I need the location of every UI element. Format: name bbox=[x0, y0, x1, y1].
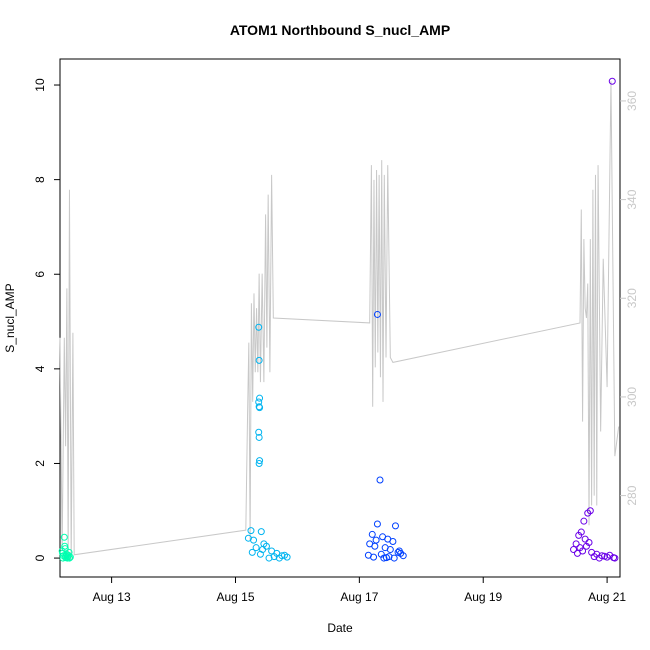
data-point bbox=[373, 520, 381, 528]
data-point bbox=[255, 433, 263, 441]
data-point bbox=[570, 546, 578, 554]
data-point bbox=[608, 77, 616, 85]
data-point bbox=[281, 551, 289, 559]
data-point bbox=[580, 517, 588, 525]
data-point bbox=[390, 554, 398, 562]
data-point bbox=[256, 404, 264, 412]
data-point bbox=[601, 552, 609, 560]
points-group bbox=[58, 77, 619, 562]
data-point bbox=[255, 428, 263, 436]
data-point bbox=[386, 546, 394, 554]
data-point bbox=[247, 527, 255, 535]
data-point bbox=[60, 533, 68, 541]
data-point bbox=[259, 546, 267, 554]
y-tick-label: 10 bbox=[33, 78, 47, 92]
y2-axis: 280 300 320 340 360 bbox=[620, 91, 639, 506]
data-point bbox=[255, 356, 263, 364]
y-tick-label: 0 bbox=[33, 554, 47, 561]
y2-tick-label: 280 bbox=[625, 485, 639, 505]
y2-tick-label: 360 bbox=[625, 91, 639, 111]
series-line-group bbox=[59, 81, 620, 560]
data-point bbox=[579, 547, 587, 555]
data-point bbox=[63, 554, 71, 562]
data-point bbox=[572, 540, 580, 548]
data-point bbox=[66, 553, 74, 561]
y2-tick-label: 300 bbox=[625, 387, 639, 407]
data-point bbox=[368, 530, 376, 538]
plot-frame bbox=[59, 58, 621, 578]
data-point bbox=[265, 554, 273, 562]
data-point bbox=[275, 554, 283, 562]
data-point bbox=[256, 394, 264, 402]
chart-title: ATOM1 Northbound S_nucl_AMP bbox=[230, 22, 450, 38]
data-point bbox=[610, 554, 618, 562]
y-tick-label: 6 bbox=[33, 271, 47, 278]
data-point bbox=[376, 476, 384, 484]
data-point bbox=[270, 553, 278, 561]
data-point bbox=[250, 536, 258, 544]
data-point bbox=[585, 538, 593, 546]
x-tick-label: Aug 13 bbox=[93, 590, 131, 604]
data-point bbox=[382, 554, 390, 562]
data-point bbox=[606, 551, 614, 559]
data-point bbox=[248, 548, 256, 556]
data-point bbox=[371, 542, 379, 550]
x-tick-label: Aug 21 bbox=[588, 590, 626, 604]
data-point bbox=[62, 552, 70, 560]
data-point bbox=[364, 551, 372, 559]
x-tick-label: Aug 19 bbox=[464, 590, 502, 604]
y-axis-label: S_nucl_AMP bbox=[3, 283, 17, 352]
y-tick-label: 8 bbox=[33, 176, 47, 183]
series-line bbox=[59, 81, 620, 560]
data-point bbox=[257, 528, 265, 536]
data-point bbox=[252, 544, 260, 552]
data-point bbox=[399, 552, 407, 560]
data-point bbox=[255, 323, 263, 331]
data-point bbox=[373, 310, 381, 318]
data-point bbox=[590, 553, 598, 561]
data-point bbox=[391, 522, 399, 530]
y-tick-label: 4 bbox=[33, 365, 47, 372]
data-point bbox=[380, 554, 388, 562]
y-tick-label: 2 bbox=[33, 460, 47, 467]
x-axis-label: Date bbox=[327, 621, 353, 635]
data-point bbox=[389, 538, 397, 546]
y2-tick-label: 340 bbox=[625, 189, 639, 209]
data-point bbox=[584, 509, 592, 517]
x-tick-label: Aug 15 bbox=[216, 590, 254, 604]
data-point bbox=[372, 536, 380, 544]
x-axis: Aug 13 Aug 15 Aug 17 Aug 19 Aug 21 bbox=[93, 577, 626, 604]
y2-tick-label: 320 bbox=[625, 288, 639, 308]
data-point bbox=[575, 531, 583, 539]
data-point bbox=[581, 535, 589, 543]
data-point bbox=[256, 457, 264, 465]
data-point bbox=[255, 459, 263, 467]
data-point bbox=[61, 542, 69, 550]
y-axis: 0 2 4 6 8 10 bbox=[33, 78, 60, 561]
data-point bbox=[395, 547, 403, 555]
data-point bbox=[65, 554, 73, 562]
x-tick-label: Aug 17 bbox=[340, 590, 378, 604]
